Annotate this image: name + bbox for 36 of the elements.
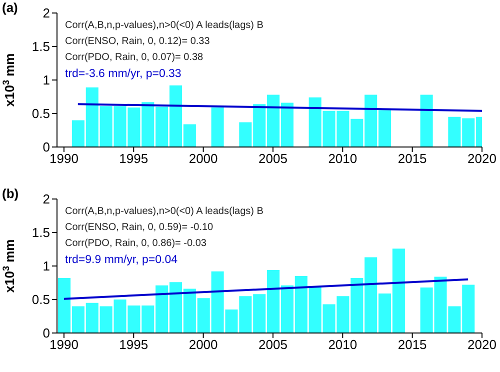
y-tick-label: 1.5 (32, 39, 50, 54)
x-tick-label: 2005 (258, 337, 288, 352)
y-tick-label: 1 (42, 72, 50, 88)
y-tick-label: 0 (42, 140, 50, 155)
x-tick-label: 2020 (468, 337, 496, 352)
annotation: Corr(ENSO, Rain, 0, 0.59)= -0.10 (65, 221, 214, 235)
y-tick-label: 0 (42, 326, 50, 341)
annotation: Corr(A,B,n,p-values),n>0(<0) A leads(lags) B (65, 19, 264, 33)
x-tick-label: 2010 (328, 151, 358, 166)
y-tick-label: 2 (42, 6, 50, 21)
x-tick-label: 2015 (398, 337, 427, 352)
x-tick-label: 1995 (119, 337, 148, 352)
x-tick-label: 2000 (188, 151, 218, 166)
y-tick-label: 1 (42, 258, 50, 274)
x-tick-label: 2005 (258, 151, 288, 166)
annotation: Corr(A,B,n,p-values),n>0(<0) A leads(lags) B (65, 205, 264, 219)
annotation: trd=-3.6 mm/yr, p=0.33 (65, 67, 182, 82)
x-tick-label: 2010 (328, 337, 358, 352)
y-tick-label: 0.5 (32, 292, 50, 308)
y-tick-label: 2 (42, 192, 50, 207)
y-tick-label: 1.5 (32, 225, 50, 240)
annotation: Corr(PDO, Rain, 0, 0.07)= 0.38 (65, 51, 204, 65)
x-tick-label: 1990 (50, 151, 78, 166)
x-tick-label: 1990 (50, 337, 78, 352)
chart-title: (a) (2, 0, 18, 15)
annotation: Corr(PDO, Rain, 0, 0.86)= -0.03 (65, 237, 208, 251)
x-tick-label: 2020 (468, 151, 496, 166)
x-tick-label: 1995 (119, 151, 148, 166)
annotation: Corr(ENSO, Rain, 0, 0.12)= 0.33 (65, 35, 211, 49)
bar (420, 94, 433, 147)
chart-title: (b) (2, 186, 19, 201)
x-tick-label: 2015 (398, 151, 427, 166)
x-tick-label: 2000 (188, 337, 218, 352)
y-tick-label: 0.5 (32, 106, 50, 122)
annotation: trd=9.9 mm/yr, p=0.04 (65, 253, 179, 268)
bar (211, 107, 224, 147)
